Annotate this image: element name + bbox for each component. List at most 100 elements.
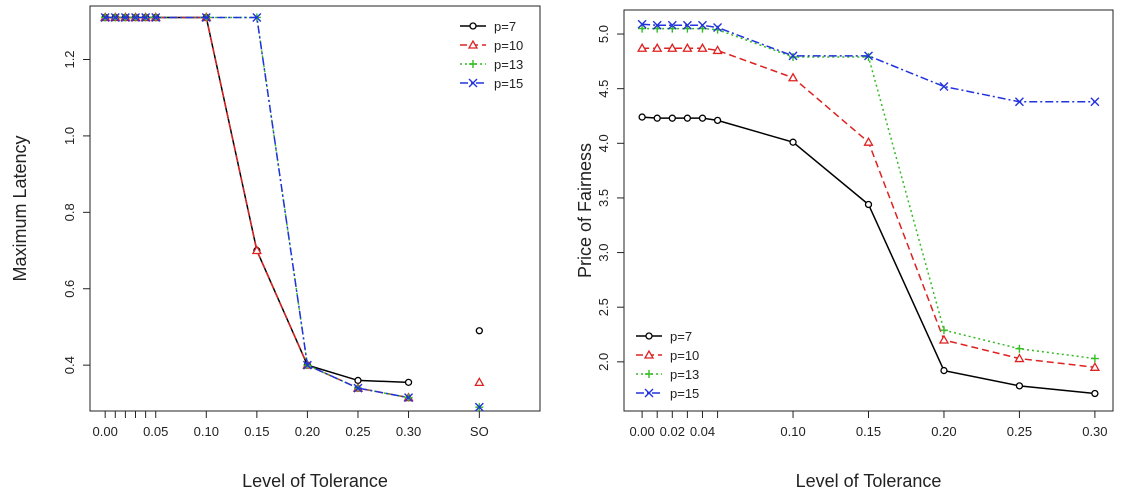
- series-p=10: [100, 12, 485, 402]
- data-point: [787, 72, 799, 82]
- data-point: [667, 20, 677, 30]
- y-tick-label: 0.6: [62, 280, 77, 298]
- legend-marker: [468, 78, 478, 88]
- series-line: [105, 16, 409, 384]
- so-point: [474, 402, 484, 412]
- data-point: [354, 376, 362, 385]
- series-line: [642, 27, 1095, 360]
- legend-label: p=13: [670, 367, 699, 382]
- y-tick-label: 5.0: [596, 25, 611, 43]
- series-p=15: [637, 19, 1100, 107]
- series-p=10: [636, 42, 1101, 371]
- data-point: [1014, 353, 1025, 363]
- data-point: [652, 20, 662, 30]
- data-point: [636, 42, 648, 52]
- y-tick-label: 3.5: [596, 189, 611, 207]
- data-point: [939, 326, 948, 335]
- data-point: [789, 138, 797, 146]
- data-point: [864, 51, 873, 61]
- data-point: [940, 366, 948, 375]
- series-line: [642, 116, 1095, 395]
- so-point: [474, 377, 485, 386]
- y-tick-label: 1.2: [62, 50, 77, 68]
- x-tick-label: 0.30: [1082, 424, 1107, 439]
- y-tick-label: 4.5: [596, 80, 611, 98]
- y-tick-label: 3.0: [596, 244, 611, 262]
- data-point: [697, 20, 707, 30]
- data-point: [151, 12, 161, 22]
- data-point: [404, 378, 413, 386]
- data-point: [713, 22, 723, 32]
- legend-marker: [645, 332, 653, 340]
- x-tick-label: 0.10: [780, 424, 805, 439]
- legend-label: p=7: [670, 329, 692, 344]
- legend-label: p=15: [670, 386, 699, 401]
- legend-label: p=10: [494, 38, 523, 53]
- x-tick-label: 0.25: [345, 424, 370, 439]
- y-tick-label: 4.0: [596, 134, 611, 152]
- x-tick-label: 0.25: [1007, 424, 1032, 439]
- x-tick-label: 0.10: [194, 424, 219, 439]
- y-axis-title: Maximum Latency: [10, 135, 30, 281]
- data-point: [404, 393, 414, 403]
- x-tick-label: 0.20: [295, 424, 320, 439]
- series-line: [105, 16, 409, 399]
- x-tick-label: SO: [470, 424, 489, 439]
- series-p=7: [101, 13, 483, 386]
- x-axis-title: Level of Tolerance: [242, 471, 388, 490]
- legend-label: p=15: [494, 76, 523, 91]
- data-point: [120, 12, 130, 22]
- y-tick-label: 0.4: [62, 356, 77, 374]
- x-tick-label: 0.05: [143, 424, 168, 439]
- x-tick-label: 0.20: [931, 424, 956, 439]
- data-point: [1089, 361, 1101, 371]
- x-tick-label: 0.00: [629, 424, 654, 439]
- x-tick-label: 0.30: [396, 424, 421, 439]
- data-point: [637, 19, 647, 29]
- y-tick-label: 2.0: [596, 353, 611, 371]
- series-p=15: [100, 12, 484, 412]
- data-point: [682, 20, 692, 30]
- series-p=13: [101, 13, 484, 412]
- latency-chart: 0.00 0.05 0.10 0.15 0.20 0.25 0.30 SO 0.4 0.6 0.8 1…: [10, 5, 541, 490]
- data-point: [864, 200, 873, 209]
- data-point: [251, 245, 262, 255]
- data-point: [682, 42, 693, 52]
- data-point: [683, 114, 692, 122]
- data-point: [667, 42, 678, 52]
- so-point: [475, 327, 483, 335]
- series-p=13: [638, 24, 1099, 363]
- legend-label: p=7: [494, 19, 516, 34]
- data-point: [789, 52, 798, 61]
- data-point: [252, 12, 262, 22]
- x-axis-title: Level of Tolerance: [796, 471, 942, 490]
- data-point: [1090, 97, 1100, 107]
- legend: p=7 p=10 p=13 p=15: [460, 19, 523, 91]
- data-point: [1090, 354, 1099, 363]
- y-tick-label: 2.5: [596, 298, 611, 316]
- data-point: [638, 113, 646, 121]
- data-point: [713, 116, 722, 125]
- data-point: [1015, 382, 1024, 390]
- legend-marker: [644, 388, 654, 398]
- data-point: [652, 42, 663, 52]
- y-tick-label: 1.0: [62, 127, 77, 145]
- x-tick-label: 0.02: [660, 424, 685, 439]
- data-point: [788, 51, 798, 61]
- legend-label: p=10: [670, 348, 699, 363]
- series-line: [105, 16, 409, 399]
- data-point: [1091, 389, 1099, 398]
- legend-label: p=13: [494, 57, 523, 72]
- data-point: [1015, 344, 1024, 353]
- data-point: [653, 114, 661, 122]
- data-point: [712, 45, 723, 55]
- legend-marker: [467, 39, 479, 49]
- data-point: [141, 12, 151, 22]
- x-tick-label: 0.15: [244, 424, 269, 439]
- x-tick-label: 0.04: [690, 424, 715, 439]
- plot-frame: [89, 5, 541, 412]
- data-point: [668, 114, 676, 122]
- legend-marker: [645, 370, 653, 378]
- series-p=7: [638, 113, 1099, 398]
